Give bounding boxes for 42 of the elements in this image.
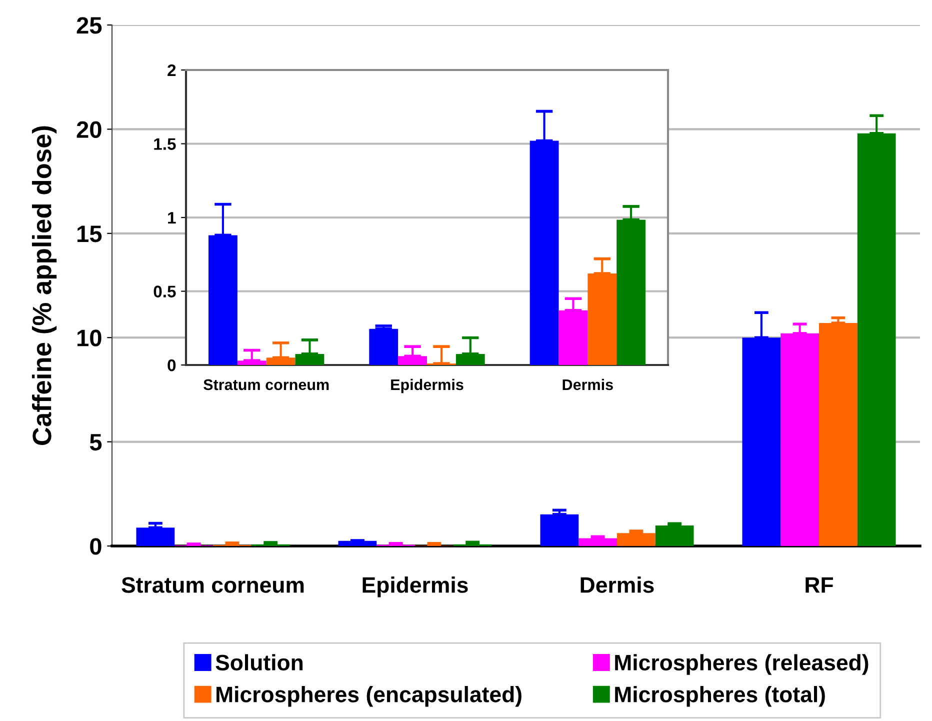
x-tick-label: Epidermis xyxy=(362,576,468,598)
bar xyxy=(369,328,398,365)
bar xyxy=(295,354,324,365)
bar xyxy=(208,235,238,365)
bar xyxy=(857,133,896,546)
bar xyxy=(742,338,781,546)
y-tick-label: 0 xyxy=(90,538,102,555)
bar xyxy=(588,274,617,365)
legend-label: Microspheres (released) xyxy=(615,654,868,675)
bar xyxy=(136,528,175,546)
bar xyxy=(578,538,617,546)
y-tick-label: 25 xyxy=(76,17,102,34)
legend-label: Solution xyxy=(216,654,303,671)
legend-label: Microspheres (total) xyxy=(615,686,825,707)
bar xyxy=(616,220,646,365)
x-tick-label: Dermis xyxy=(562,378,613,390)
x-tick-label: Stratum corneum xyxy=(204,379,329,390)
y-tick-label: 15 xyxy=(78,226,102,242)
y-tick-label: 1 xyxy=(168,212,176,224)
bar xyxy=(819,323,858,546)
bar xyxy=(540,514,579,546)
x-tick-label: RF xyxy=(806,577,833,593)
legend-label: Microspheres (encapsulated) xyxy=(216,686,522,707)
bar xyxy=(655,525,694,546)
y-tick-label: 5 xyxy=(90,434,102,451)
y-tick-label: 1.5 xyxy=(154,138,176,150)
y-axis-title: Caffeine (% applied dose) xyxy=(32,126,57,445)
y-tick-label: 20 xyxy=(76,121,102,138)
bar xyxy=(558,310,588,365)
bar xyxy=(266,358,296,365)
y-tick-label: 2 xyxy=(168,64,176,76)
bar xyxy=(456,354,485,365)
x-tick-label: Dermis xyxy=(580,576,654,593)
bar xyxy=(530,140,559,365)
x-tick-label: Stratum corneum xyxy=(122,577,304,593)
y-tick-label: 0.5 xyxy=(154,286,176,298)
bar xyxy=(398,356,427,365)
bar xyxy=(617,533,656,546)
y-tick-label: 10 xyxy=(78,330,102,346)
x-tick-label: Epidermis xyxy=(391,378,464,394)
y-tick-label: 0 xyxy=(168,359,176,372)
bar xyxy=(780,333,819,546)
